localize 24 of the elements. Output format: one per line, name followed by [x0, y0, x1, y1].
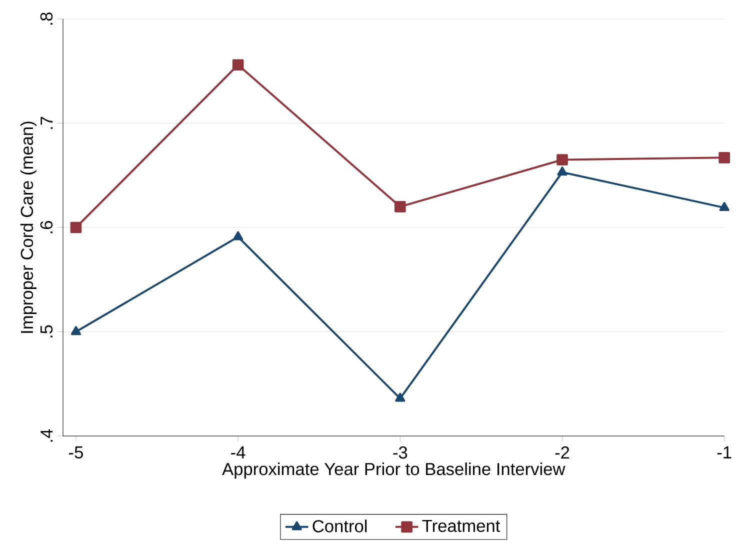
x-tick-label: -3 — [393, 446, 408, 459]
x-tick-label: -4 — [231, 446, 246, 458]
point — [233, 231, 244, 240]
y-tick-label: .5 — [40, 325, 53, 338]
legend-label: Treatment — [422, 520, 500, 532]
point — [557, 166, 568, 176]
x-tick-label: -5 — [69, 446, 83, 458]
point — [70, 326, 82, 336]
y-axis-title: Improper Cord Care (mean) — [20, 122, 37, 333]
point — [232, 59, 244, 71]
y-tick-label: .6 — [40, 221, 53, 234]
point — [394, 200, 406, 212]
point — [556, 154, 568, 166]
point — [70, 222, 82, 234]
x-tick-label: -2 — [555, 446, 570, 459]
legend-label: Control — [312, 520, 367, 532]
x-axis-title: Approximate Year Prior to Baseline Interview — [222, 462, 566, 479]
x-tick-label: -1 — [717, 446, 732, 458]
y-tick-label: .7 — [40, 116, 53, 129]
point — [395, 392, 406, 402]
y-tick-label: .4 — [40, 429, 53, 442]
point — [719, 202, 730, 212]
point — [718, 152, 730, 164]
y-tick-label: .8 — [40, 12, 53, 25]
